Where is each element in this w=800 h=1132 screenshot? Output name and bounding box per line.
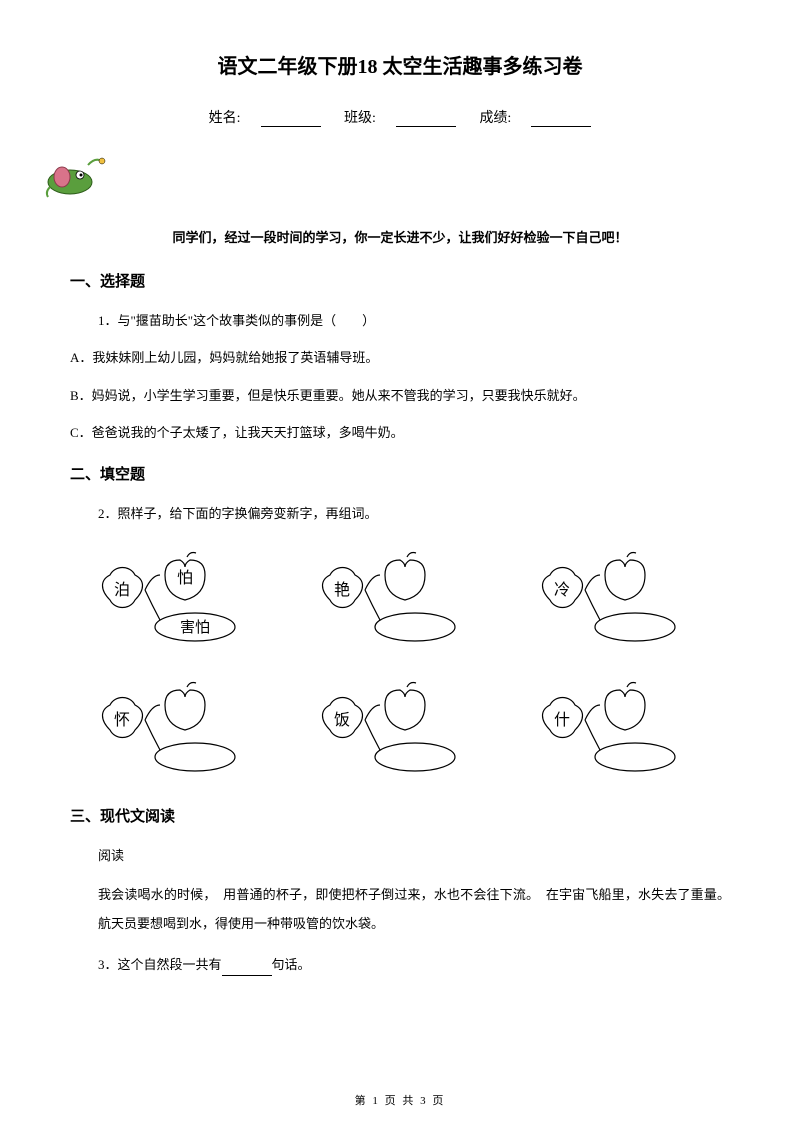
score-label: 成绩: — [479, 111, 511, 126]
question-1: 1．与"揠苗助长"这个故事类似的事例是（ ） — [98, 309, 730, 332]
diagram-row-1: 泊 怕 害怕 艳 冷 — [70, 545, 730, 655]
q3-pre: 3．这个自然段一共有 — [98, 957, 222, 972]
question-3: 3．这个自然段一共有 句话。 — [98, 953, 730, 976]
char-po: 泊 — [114, 581, 130, 599]
reading-passage: 我会读喝水的时候， 用普通的杯子，即使把杯子倒过来，水也不会往下流。 在宇宙飞船… — [98, 881, 730, 938]
char-leng: 冷 — [554, 581, 570, 599]
reading-label: 阅读 — [98, 844, 730, 867]
name-blank[interactable] — [261, 113, 321, 127]
student-info-line: 姓名: 班级: 成绩: — [70, 107, 730, 127]
option-c: C．爸爸说我的个子太矮了，让我天天打篮球，多喝牛奶。 — [70, 421, 730, 444]
diagram-row-2: 怀 饭 什 — [70, 675, 730, 785]
diagram-item-1: 泊 怕 害怕 — [90, 545, 270, 655]
score-blank[interactable] — [531, 113, 591, 127]
q3-post: 句话。 — [272, 957, 311, 972]
diagram-item-3: 冷 — [530, 545, 710, 655]
question-2: 2．照样子，给下面的字换偏旁变新字，再组词。 — [98, 502, 730, 525]
diagram-item-2: 艳 — [310, 545, 490, 655]
worksheet-title: 语文二年级下册18 太空生活趣事多练习卷 — [70, 50, 730, 79]
diagram-item-5: 饭 — [310, 675, 490, 785]
char-yan: 艳 — [334, 581, 350, 599]
page-footer: 第 1 页 共 3 页 — [0, 1092, 800, 1108]
q3-blank[interactable] — [222, 963, 272, 976]
intro-text: 同学们，经过一段时间的学习，你一定长进不少，让我们好好检验一下自己吧！ — [70, 227, 730, 246]
pencil-mascot-icon — [40, 147, 730, 207]
word-haipa: 害怕 — [180, 619, 210, 636]
option-b: B．妈妈说，小学生学习重要，但是快乐更重要。她从来不管我的学习，只要我快乐就好。 — [70, 384, 730, 407]
class-blank[interactable] — [396, 113, 456, 127]
char-shen: 什 — [554, 711, 570, 729]
class-label: 班级: — [344, 111, 376, 126]
char-huai: 怀 — [114, 711, 130, 729]
char-fan: 饭 — [334, 711, 350, 729]
diagram-item-4: 怀 — [90, 675, 270, 785]
char-pa: 怕 — [177, 569, 193, 587]
section-1-heading: 一、选择题 — [70, 270, 730, 291]
section-3-heading: 三、现代文阅读 — [70, 805, 730, 826]
section-2-heading: 二、填空题 — [70, 463, 730, 484]
option-a: A．我妹妹刚上幼儿园，妈妈就给她报了英语辅导班。 — [70, 346, 730, 369]
name-label: 姓名: — [209, 111, 241, 126]
diagram-item-6: 什 — [530, 675, 710, 785]
